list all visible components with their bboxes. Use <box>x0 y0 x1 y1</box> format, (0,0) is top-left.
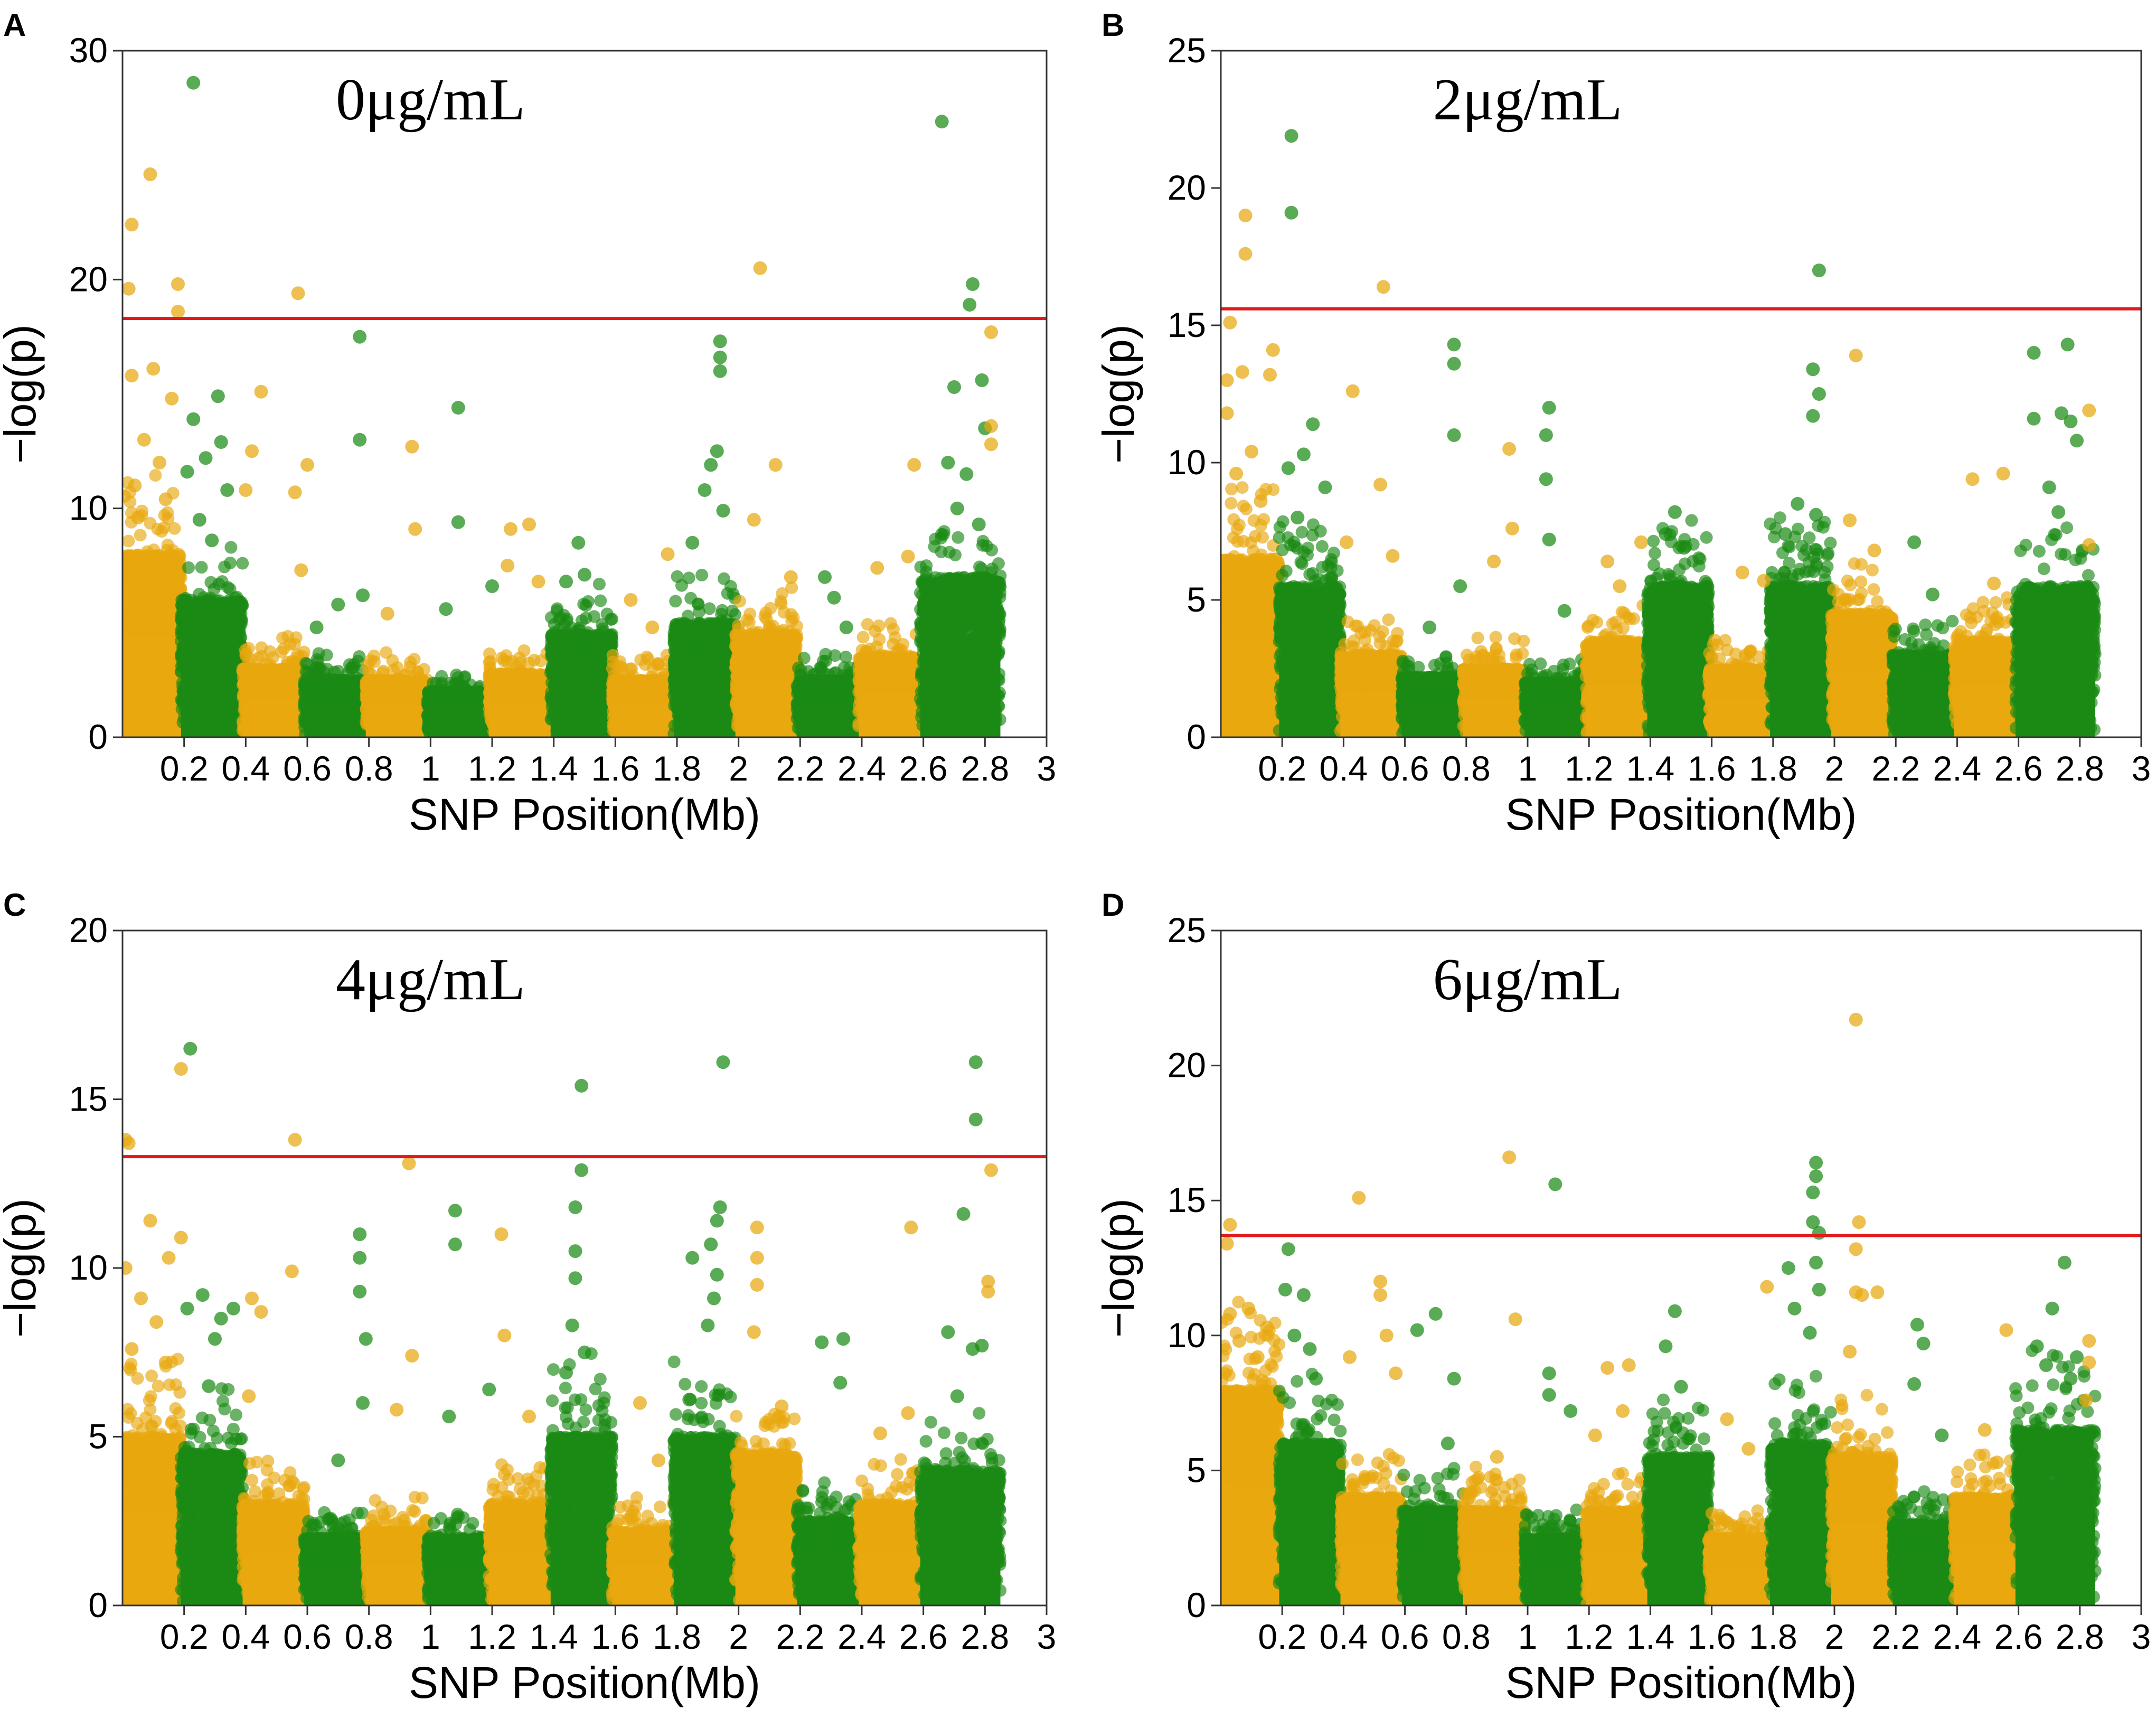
snp-point <box>241 671 254 684</box>
snp-point <box>162 512 175 525</box>
snp-point <box>302 671 315 684</box>
snp-point <box>223 583 237 596</box>
snp-point <box>196 625 210 638</box>
snp-point <box>230 616 243 629</box>
snp-point <box>193 607 206 620</box>
snp-point <box>149 612 162 625</box>
snp-point <box>313 679 325 692</box>
data-points <box>123 76 1007 737</box>
snp-point <box>134 601 147 614</box>
snp-point <box>303 689 316 702</box>
snp-band-core <box>181 662 243 737</box>
snp-band-core <box>365 706 428 737</box>
snp-point <box>123 534 135 548</box>
snp-point <box>212 578 225 591</box>
snp-point <box>376 664 390 678</box>
snp-point <box>182 561 195 574</box>
snp-point <box>173 572 186 586</box>
snp-point <box>174 582 187 595</box>
snp-point <box>236 557 249 570</box>
snp-point <box>183 614 196 627</box>
snp-point <box>234 631 248 644</box>
snp-point <box>150 590 163 604</box>
snp-point <box>158 572 171 585</box>
snp-point <box>363 678 376 691</box>
snp-point <box>219 632 232 645</box>
snp-point <box>162 607 175 621</box>
snp-band-core <box>123 636 181 737</box>
snp-point <box>151 522 164 536</box>
snp-point <box>140 549 153 562</box>
snp-point <box>280 663 294 676</box>
snp-point <box>133 580 146 593</box>
snp-point <box>211 598 224 612</box>
snp-point <box>124 495 137 509</box>
snp-point <box>127 559 140 572</box>
snp-point <box>288 637 301 651</box>
snp-point <box>195 561 208 574</box>
snp-point <box>261 673 274 687</box>
snp-point <box>218 560 231 574</box>
snp-point <box>165 548 178 561</box>
snp-band-core <box>304 706 366 737</box>
snp-point <box>378 686 391 699</box>
snp-point <box>340 684 353 698</box>
snp-point <box>408 653 421 666</box>
snp-point <box>211 621 224 634</box>
panel-letter: A <box>3 7 26 43</box>
snp-point <box>403 677 416 690</box>
snp-point <box>224 541 238 554</box>
snp-point <box>231 599 244 613</box>
snp-point <box>310 653 324 666</box>
snp-point <box>149 469 162 482</box>
snp-band-core <box>242 699 305 737</box>
snp-point <box>193 636 206 650</box>
snp-point <box>279 683 292 697</box>
snp-point <box>142 622 155 635</box>
snp-point <box>123 548 136 561</box>
snp-point <box>134 529 147 542</box>
snp-point <box>368 649 381 662</box>
snp-point <box>266 651 279 664</box>
snp-band-2 <box>174 541 249 737</box>
snp-point <box>123 577 130 590</box>
snp-point <box>168 522 181 535</box>
snp-point <box>179 591 192 605</box>
snp-point <box>130 615 143 628</box>
